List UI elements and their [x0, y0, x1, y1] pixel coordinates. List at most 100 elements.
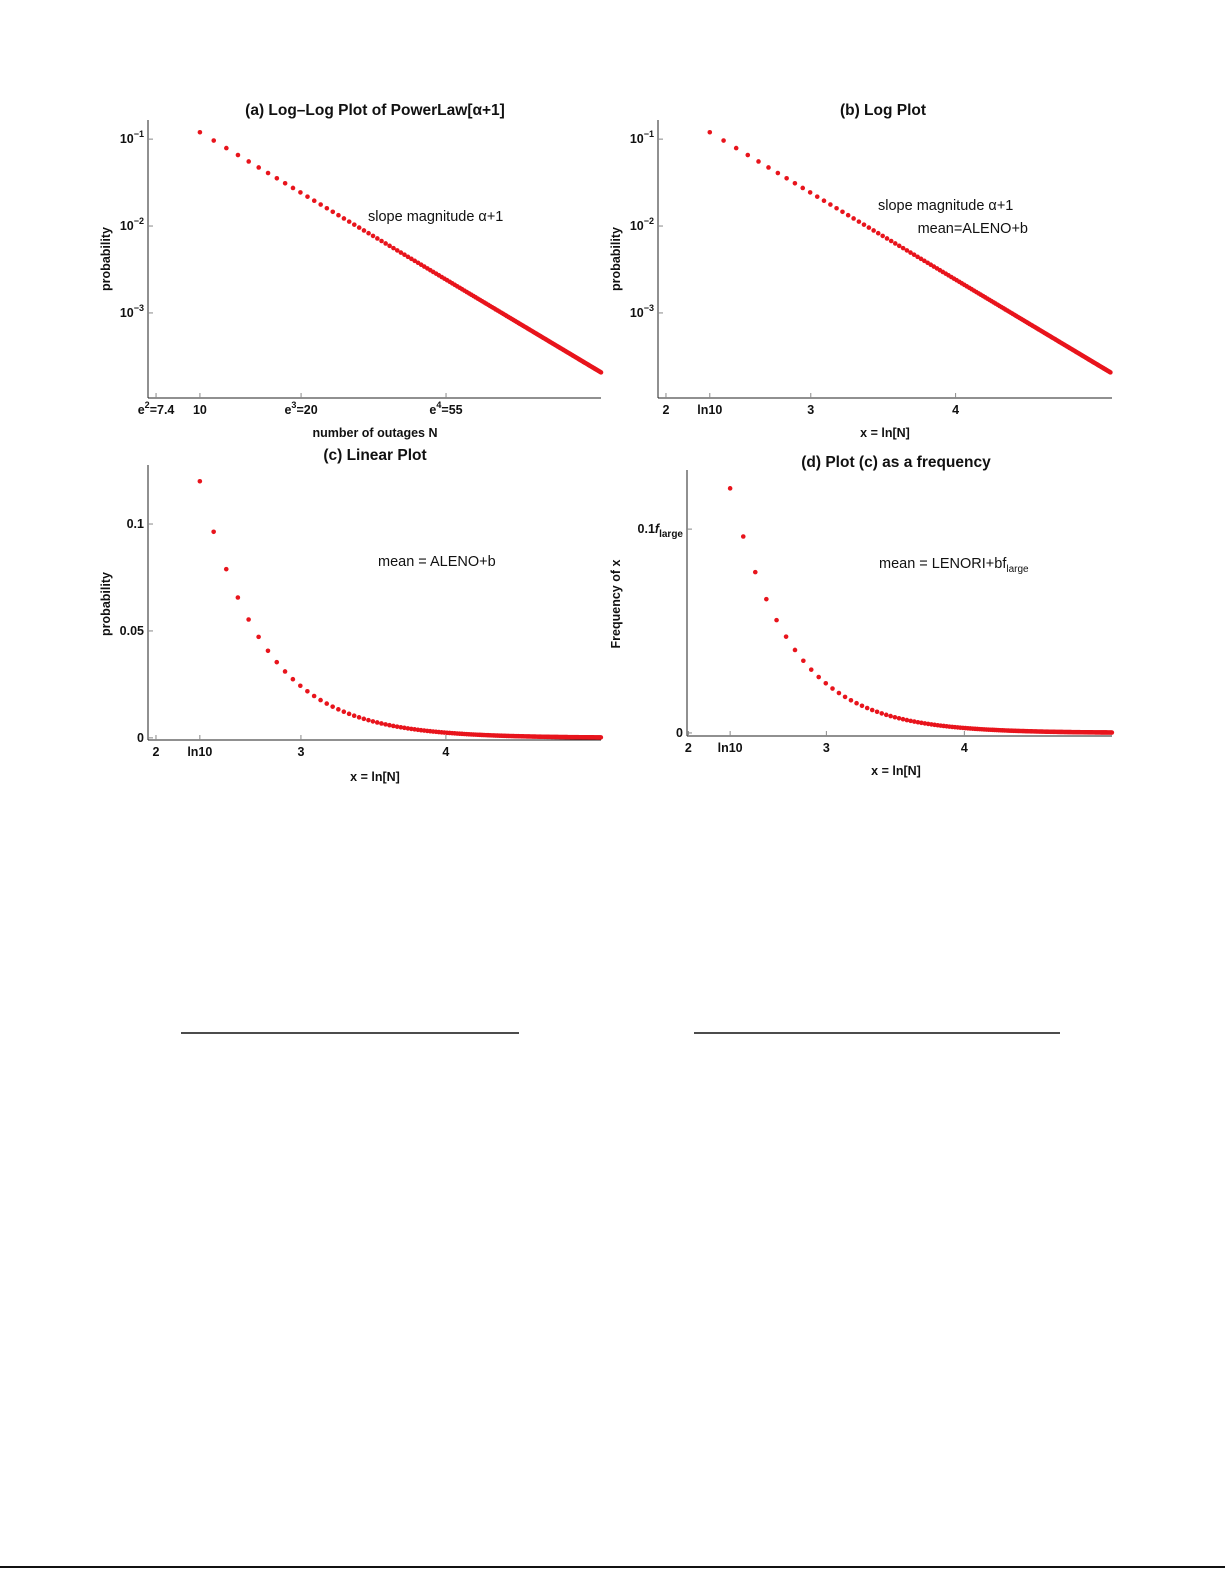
annotation: mean = LENORI+bflarge [879, 556, 1029, 575]
data-point [197, 129, 203, 135]
data-point [911, 252, 917, 258]
chart-panel-b: (b) Log Plot x = ln[N] probability 2 ln10 3 4 1… [609, 102, 1113, 440]
data-point [830, 686, 835, 691]
data-point [904, 717, 910, 723]
annotation: mean=ALENO+b [918, 221, 1028, 237]
data-point [211, 138, 217, 143]
x-tick-label: 2 [662, 403, 669, 417]
data-point [766, 165, 771, 170]
data-point [879, 711, 885, 716]
x-tick-label: 2 [152, 745, 159, 759]
data-point [816, 674, 821, 680]
data-point [383, 722, 388, 727]
data-point [834, 205, 839, 211]
data-point [383, 241, 388, 246]
data-point [375, 236, 380, 241]
data-point [374, 720, 380, 725]
data-point [814, 194, 820, 199]
data-point [318, 202, 323, 207]
y-tick-label: 0 [137, 731, 144, 745]
data-point [900, 245, 906, 251]
chart-title: (b) Log Plot [840, 102, 926, 119]
data-point [792, 647, 798, 653]
data-point [859, 703, 865, 709]
data-point [405, 254, 411, 260]
data-point [402, 725, 407, 731]
data-point [356, 225, 362, 230]
data-point [861, 222, 867, 227]
data-point [341, 709, 347, 715]
data-point [883, 712, 889, 718]
data-point [370, 719, 376, 724]
data-point [330, 704, 335, 709]
data-point [305, 688, 310, 694]
annotation: slope magnitude α+1 [878, 198, 1013, 214]
annotation: mean = ALENO+b [378, 554, 496, 570]
data-point [908, 250, 913, 255]
data-point [223, 566, 229, 572]
data-point [330, 209, 336, 215]
data-point [324, 701, 330, 706]
y-tick-label: 0.1 [127, 517, 144, 531]
data-point [324, 205, 330, 211]
data-point [298, 190, 303, 195]
y-tick-label: 10−1 [120, 129, 144, 146]
data-point [774, 617, 779, 623]
x-axis-label: x = ln[N] [871, 764, 921, 778]
annotation: slope magnitude α+1 [368, 209, 503, 225]
x-tick-label: e3=20 [284, 400, 317, 417]
data-point [409, 256, 414, 262]
data-point [904, 248, 910, 253]
data-point [764, 596, 769, 602]
data-point [351, 222, 357, 227]
data-point [915, 254, 920, 260]
data-point [919, 720, 924, 726]
data-point [394, 248, 400, 253]
data-point [848, 697, 854, 703]
data-point [356, 715, 362, 720]
data-point [823, 680, 829, 686]
data-point [274, 659, 280, 665]
data-point [752, 569, 758, 575]
data-point [290, 185, 296, 191]
data-point [402, 252, 407, 258]
y-tick-label: 10−2 [120, 216, 144, 233]
chart-panel-c: (c) Linear Plot x = ln[N] probability 2 ln10… [99, 447, 604, 784]
data-point [346, 219, 352, 224]
data-point [840, 209, 845, 215]
data-point [896, 243, 902, 249]
x-tick-label: 3 [823, 741, 830, 755]
y-tick-label: 10−2 [630, 216, 654, 233]
y-tick-label: 0 [676, 726, 683, 740]
data-point [379, 721, 384, 726]
data-point [871, 228, 876, 233]
data-point [908, 718, 913, 724]
data-point [775, 170, 781, 176]
data-point [318, 697, 323, 703]
y-axis-label: probability [99, 572, 113, 636]
x-tick-label: 10 [193, 403, 207, 417]
x-axis-label: x = ln[N] [860, 426, 910, 440]
x-axis-label: x = ln[N] [350, 770, 400, 784]
chart-title: (d) Plot (c) as a frequency [801, 454, 991, 471]
y-tick-label: 10−3 [120, 303, 144, 320]
data-point [598, 370, 604, 375]
data-point [398, 250, 404, 255]
y-axis-label: probability [99, 227, 113, 291]
data-point [394, 724, 400, 729]
data-point [740, 534, 746, 539]
data-point [311, 198, 317, 203]
data-point [351, 713, 357, 718]
data-point [745, 152, 751, 158]
data-point [892, 714, 898, 720]
data-point [721, 138, 726, 143]
data-point [265, 170, 271, 176]
data-point [1108, 370, 1113, 375]
data-point [800, 185, 806, 191]
data-point [866, 225, 872, 230]
data-point [370, 233, 376, 239]
x-tick-label: ln10 [187, 745, 212, 759]
x-tick-label: ln10 [718, 741, 743, 755]
data-point [880, 233, 885, 239]
